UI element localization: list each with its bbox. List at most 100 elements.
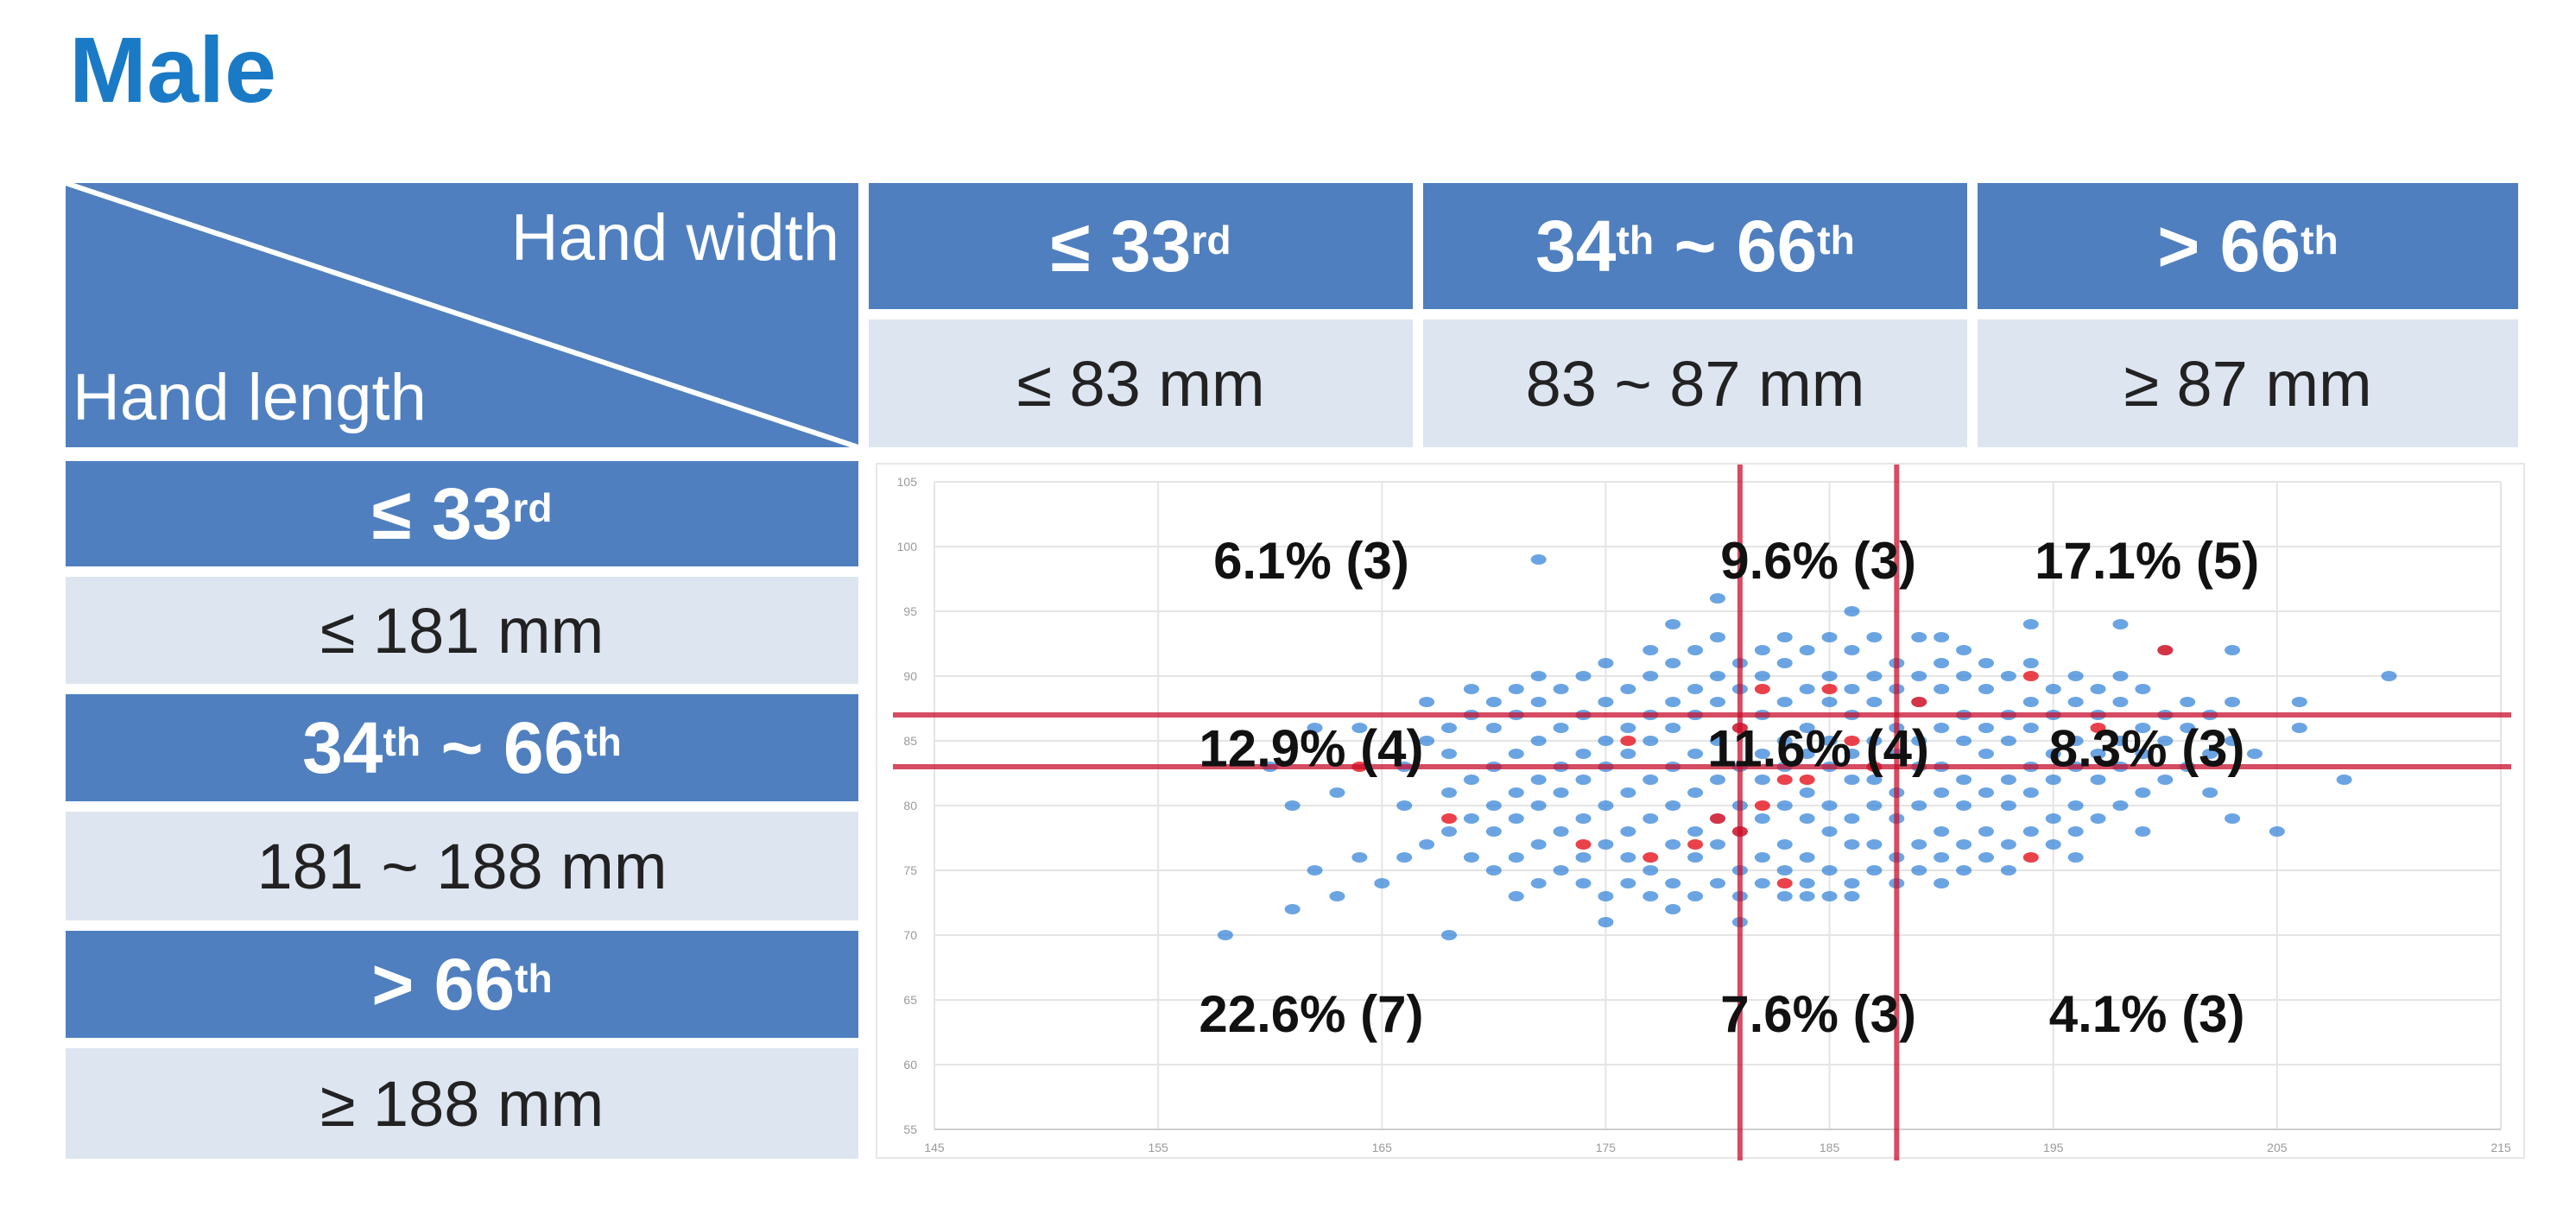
data-point bbox=[1441, 723, 1458, 733]
data-point bbox=[1978, 749, 1994, 759]
data-point bbox=[2000, 865, 2016, 876]
data-point bbox=[2000, 839, 2016, 850]
data-point bbox=[1866, 865, 1883, 876]
data-point bbox=[1978, 658, 1994, 668]
data-point bbox=[1821, 800, 1838, 811]
data-point bbox=[1821, 736, 1838, 746]
corner-hand-length-label: Hand length bbox=[73, 361, 427, 434]
data-point bbox=[1485, 865, 1502, 876]
data-point bbox=[1485, 723, 1502, 733]
col-header-mm-high: ≥ 87 mm bbox=[1978, 319, 2518, 447]
cell-annotation: 12.9% (4) bbox=[1199, 720, 1423, 778]
data-point bbox=[1307, 865, 1323, 876]
data-point bbox=[1754, 671, 1770, 681]
data-point bbox=[1934, 787, 1950, 798]
data-point bbox=[1866, 697, 1883, 707]
data-point bbox=[1687, 826, 1704, 837]
highlight-point bbox=[2022, 852, 2039, 863]
data-point bbox=[1396, 800, 1413, 811]
data-point bbox=[1776, 736, 1793, 746]
data-point bbox=[2246, 749, 2263, 759]
data-point bbox=[1598, 800, 1614, 811]
highlight-point bbox=[1754, 684, 1770, 694]
data-point bbox=[1754, 878, 1770, 888]
corner-diagonal bbox=[66, 183, 858, 447]
data-point bbox=[1553, 723, 1569, 733]
data-point bbox=[1687, 852, 1704, 863]
x-tick-label: 205 bbox=[2267, 1141, 2288, 1154]
data-point bbox=[1978, 723, 1994, 733]
cell-annotation: 4.1% (3) bbox=[2049, 985, 2245, 1043]
data-point bbox=[1934, 878, 1950, 888]
data-point bbox=[1687, 891, 1704, 901]
data-point bbox=[1485, 697, 1502, 707]
data-point bbox=[1642, 736, 1659, 746]
data-point bbox=[1776, 800, 1793, 811]
data-point bbox=[2045, 813, 2061, 824]
data-point bbox=[2135, 684, 2151, 694]
y-tick-label: 65 bbox=[903, 993, 917, 1007]
data-point bbox=[1911, 632, 1927, 642]
data-point bbox=[1799, 645, 1815, 655]
y-tick-label: 70 bbox=[903, 928, 917, 942]
data-point bbox=[1284, 800, 1301, 811]
data-point bbox=[1821, 697, 1838, 707]
page-title: Male bbox=[69, 17, 277, 122]
data-point bbox=[1844, 606, 1860, 616]
data-point bbox=[2090, 775, 2106, 785]
data-point bbox=[2135, 723, 2151, 733]
highlight-point bbox=[1776, 775, 1793, 785]
data-point bbox=[1217, 930, 1233, 940]
data-point bbox=[1665, 878, 1681, 888]
data-point bbox=[1374, 878, 1390, 888]
data-point bbox=[1642, 891, 1659, 901]
data-point bbox=[1530, 800, 1547, 811]
data-point bbox=[1530, 554, 1547, 565]
data-point bbox=[1687, 645, 1704, 655]
data-point bbox=[2067, 852, 2084, 863]
data-point bbox=[1598, 658, 1614, 668]
data-point bbox=[1911, 671, 1927, 681]
data-point bbox=[1508, 891, 1524, 901]
data-point bbox=[1553, 684, 1569, 694]
data-point bbox=[1799, 787, 1815, 798]
data-point bbox=[1776, 632, 1793, 642]
data-point bbox=[1463, 852, 1479, 863]
scatter-plot-svg: 145 155 165 175 185 195 205 215 55 60 65 70 75 80 85 90… bbox=[893, 465, 2511, 1160]
highlight-point bbox=[2157, 645, 2174, 655]
data-point bbox=[1866, 736, 1883, 746]
data-point bbox=[2112, 800, 2129, 811]
data-point bbox=[1598, 736, 1614, 746]
data-point bbox=[1687, 684, 1704, 694]
data-point bbox=[1776, 891, 1793, 901]
data-point bbox=[1620, 787, 1636, 798]
data-point bbox=[2090, 749, 2106, 759]
cell-annotation: 7.6% (3) bbox=[1720, 985, 1916, 1043]
data-point bbox=[1665, 904, 1681, 914]
data-point bbox=[2022, 697, 2039, 707]
data-point bbox=[1575, 813, 1592, 824]
data-point bbox=[2045, 775, 2061, 785]
data-point bbox=[1978, 826, 1994, 837]
data-point bbox=[2045, 684, 2061, 694]
data-point bbox=[1575, 671, 1592, 681]
data-point bbox=[1441, 826, 1458, 837]
data-point bbox=[2000, 671, 2016, 681]
data-point bbox=[1799, 891, 1815, 901]
data-point bbox=[1642, 865, 1659, 876]
data-point bbox=[1530, 775, 1547, 785]
highlight-point bbox=[1620, 736, 1636, 746]
highlight-point bbox=[2022, 671, 2039, 681]
data-point bbox=[2112, 736, 2129, 746]
data-point bbox=[2022, 658, 2039, 668]
data-point bbox=[1553, 826, 1569, 837]
highlight-point bbox=[1710, 813, 1725, 824]
highlight-point bbox=[1844, 736, 1860, 746]
y-tick-label: 105 bbox=[897, 475, 918, 489]
y-tick-label: 90 bbox=[903, 669, 917, 683]
data-point bbox=[1351, 723, 1368, 733]
cell-annotation: 9.6% (3) bbox=[1720, 532, 1916, 590]
data-point bbox=[1710, 593, 1725, 604]
